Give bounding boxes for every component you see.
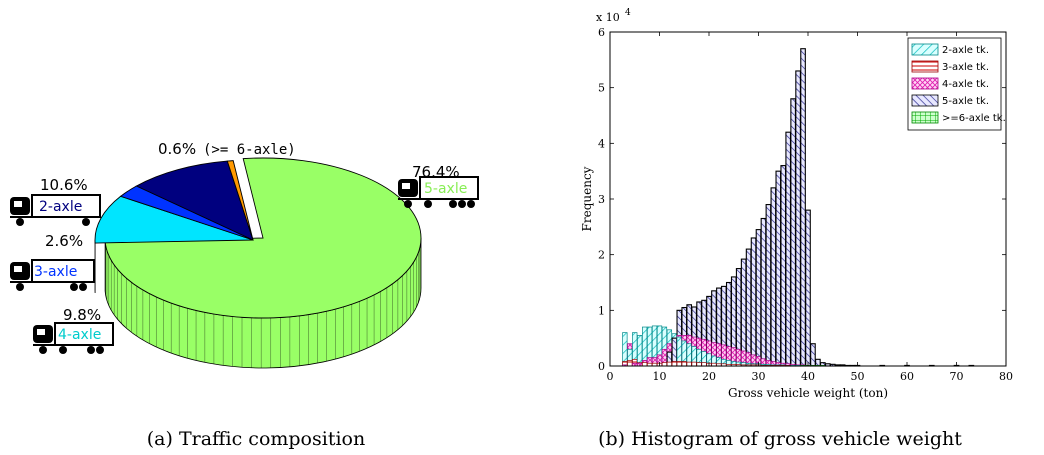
truck-label-2-axle: 2-axle: [39, 199, 82, 215]
bar-3-33: [785, 131, 792, 367]
truck-icon-4-axle: 4-axle: [33, 322, 114, 354]
bar-3-38: [810, 343, 816, 367]
legend-entry-4: >=6-axle tk.: [942, 113, 1006, 124]
x-tick-label: 30: [752, 370, 766, 383]
pie-slice-0: [104, 157, 422, 319]
bar-3-36: [800, 48, 806, 367]
bar-1-13: [686, 361, 692, 367]
pie-label-3-axle-percent: 2.6%: [45, 232, 83, 250]
legend-swatch-3: [911, 94, 939, 107]
bar-1-1: [627, 360, 633, 367]
pie-slice-4: [226, 160, 254, 241]
truck-label-3-axle: 3-axle: [34, 264, 77, 280]
caption-b: (b) Histogram of gross vehicle weight: [598, 428, 962, 450]
truck-icon-3-axle: 3-axle: [10, 259, 95, 291]
bar-3-28: [760, 217, 767, 367]
legend-swatch-2: [911, 77, 939, 90]
y-tick-label: 1: [598, 304, 605, 317]
y-tick-label: 6: [598, 26, 605, 39]
bar-0-0: [622, 332, 628, 367]
bar-3-30: [770, 187, 777, 367]
y-axis-label: Frequency: [580, 166, 594, 231]
bar-3-34: [790, 98, 796, 367]
truck-label-4-axle: 4-axle: [58, 327, 101, 343]
bar-3-27: [755, 229, 762, 367]
x-tick-label: 80: [999, 370, 1013, 383]
legend-swatch-1: [911, 60, 939, 73]
y-tick-label: 3: [598, 193, 605, 206]
bar-3-35: [795, 70, 801, 367]
bar-1-14: [691, 361, 697, 367]
x-tick-label: 50: [851, 370, 865, 383]
bar-3-26: [750, 237, 757, 367]
legend-swatch-0: [911, 43, 939, 56]
caption-a: (a) Traffic composition: [147, 428, 365, 450]
y-tick-label: 2: [598, 249, 605, 262]
x-tick-label: 70: [950, 370, 964, 383]
pie-label-6-axle-name: (>= 6-axle): [203, 142, 296, 158]
legend-entry-0: 2-axle tk.: [942, 45, 989, 56]
bar-3-24: [740, 258, 747, 367]
x-tick-label: 0: [607, 370, 614, 383]
bar-1-16: [701, 362, 707, 367]
legend-swatch-4: [911, 111, 939, 124]
x-tick-label: 60: [900, 370, 914, 383]
legend-entry-2: 4-axle tk.: [942, 79, 989, 90]
x-axis-label: Gross vehicle weight (ton): [728, 386, 888, 400]
legend: 2-axle tk. 3-axle tk. 4-axle tk. 5-axle tk.…: [907, 37, 1006, 131]
x-tick-label: 10: [653, 370, 667, 383]
y-tick-label: 0: [598, 360, 605, 373]
bar-1-9: [666, 361, 673, 367]
pie-slice-3: [135, 160, 254, 241]
pie-label-4-axle-percent: 9.8%: [63, 306, 101, 324]
bar-1-8: [661, 362, 668, 367]
bar-3-39: [815, 358, 821, 367]
bar-1-10: [671, 361, 677, 367]
bar-3-29: [765, 204, 772, 367]
pie-chart: [94, 157, 422, 369]
y-exponent-label: x 10: [596, 11, 620, 24]
pie-label-2-axle-percent: 10.6%: [40, 176, 88, 194]
bar-1-15: [696, 362, 702, 367]
bar-3-31: [775, 170, 782, 367]
bar-3-32: [780, 165, 787, 367]
bar-3-37: [805, 209, 811, 367]
x-tick-label: 40: [801, 370, 815, 383]
y-tick-label: 5: [598, 82, 605, 95]
legend-entry-1: 3-axle tk.: [942, 62, 989, 73]
histogram: 0 10 20 30 40 50 60 70 80 0 1 2 3 4 5 6 Gross vehicle …: [580, 8, 1013, 400]
bar-1-12: [681, 361, 687, 367]
truck-label-5-axle: 5-axle: [424, 181, 467, 197]
legend-entry-3: 5-axle tk.: [942, 96, 989, 107]
bar-1-11: [676, 361, 682, 367]
pie-label-6-axle-percent: 0.6%: [158, 140, 196, 158]
x-tick-label: 20: [702, 370, 716, 383]
y-tick-label: 4: [598, 137, 605, 150]
bar-3-25: [745, 248, 752, 367]
bar-0-3: [637, 335, 643, 367]
y-exponent-power: 4: [625, 8, 631, 18]
bar-1-4: [642, 362, 648, 367]
pie-slice-1: [94, 195, 254, 244]
truck-icon-5-axle: 5-axle: [398, 176, 479, 208]
truck-icon-2-axle: 2-axle: [10, 194, 101, 226]
